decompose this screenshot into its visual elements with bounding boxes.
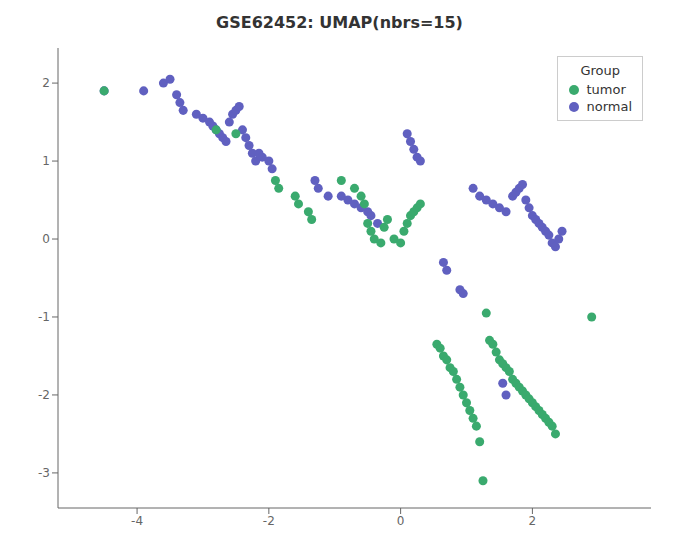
svg-text:-2: -2 (263, 514, 275, 528)
svg-text:0: 0 (397, 514, 405, 528)
svg-text:-2: -2 (38, 388, 50, 402)
html-text:tumor: tumor (586, 82, 626, 97)
svg-text:-1: -1 (38, 310, 50, 324)
html-text:normal: normal (586, 99, 632, 114)
svg-text:-4: -4 (131, 514, 143, 528)
svg-text:2: 2 (529, 514, 537, 528)
html-text:Group: Group (580, 63, 620, 78)
html-text:GSE62452: UMAP(nbrs=15): GSE62452: UMAP(nbrs=15) (216, 13, 463, 32)
svg-text:1: 1 (42, 154, 50, 168)
svg-text:2: 2 (42, 76, 50, 90)
svg-text:-3: -3 (38, 466, 50, 480)
svg-text:0: 0 (42, 232, 50, 246)
